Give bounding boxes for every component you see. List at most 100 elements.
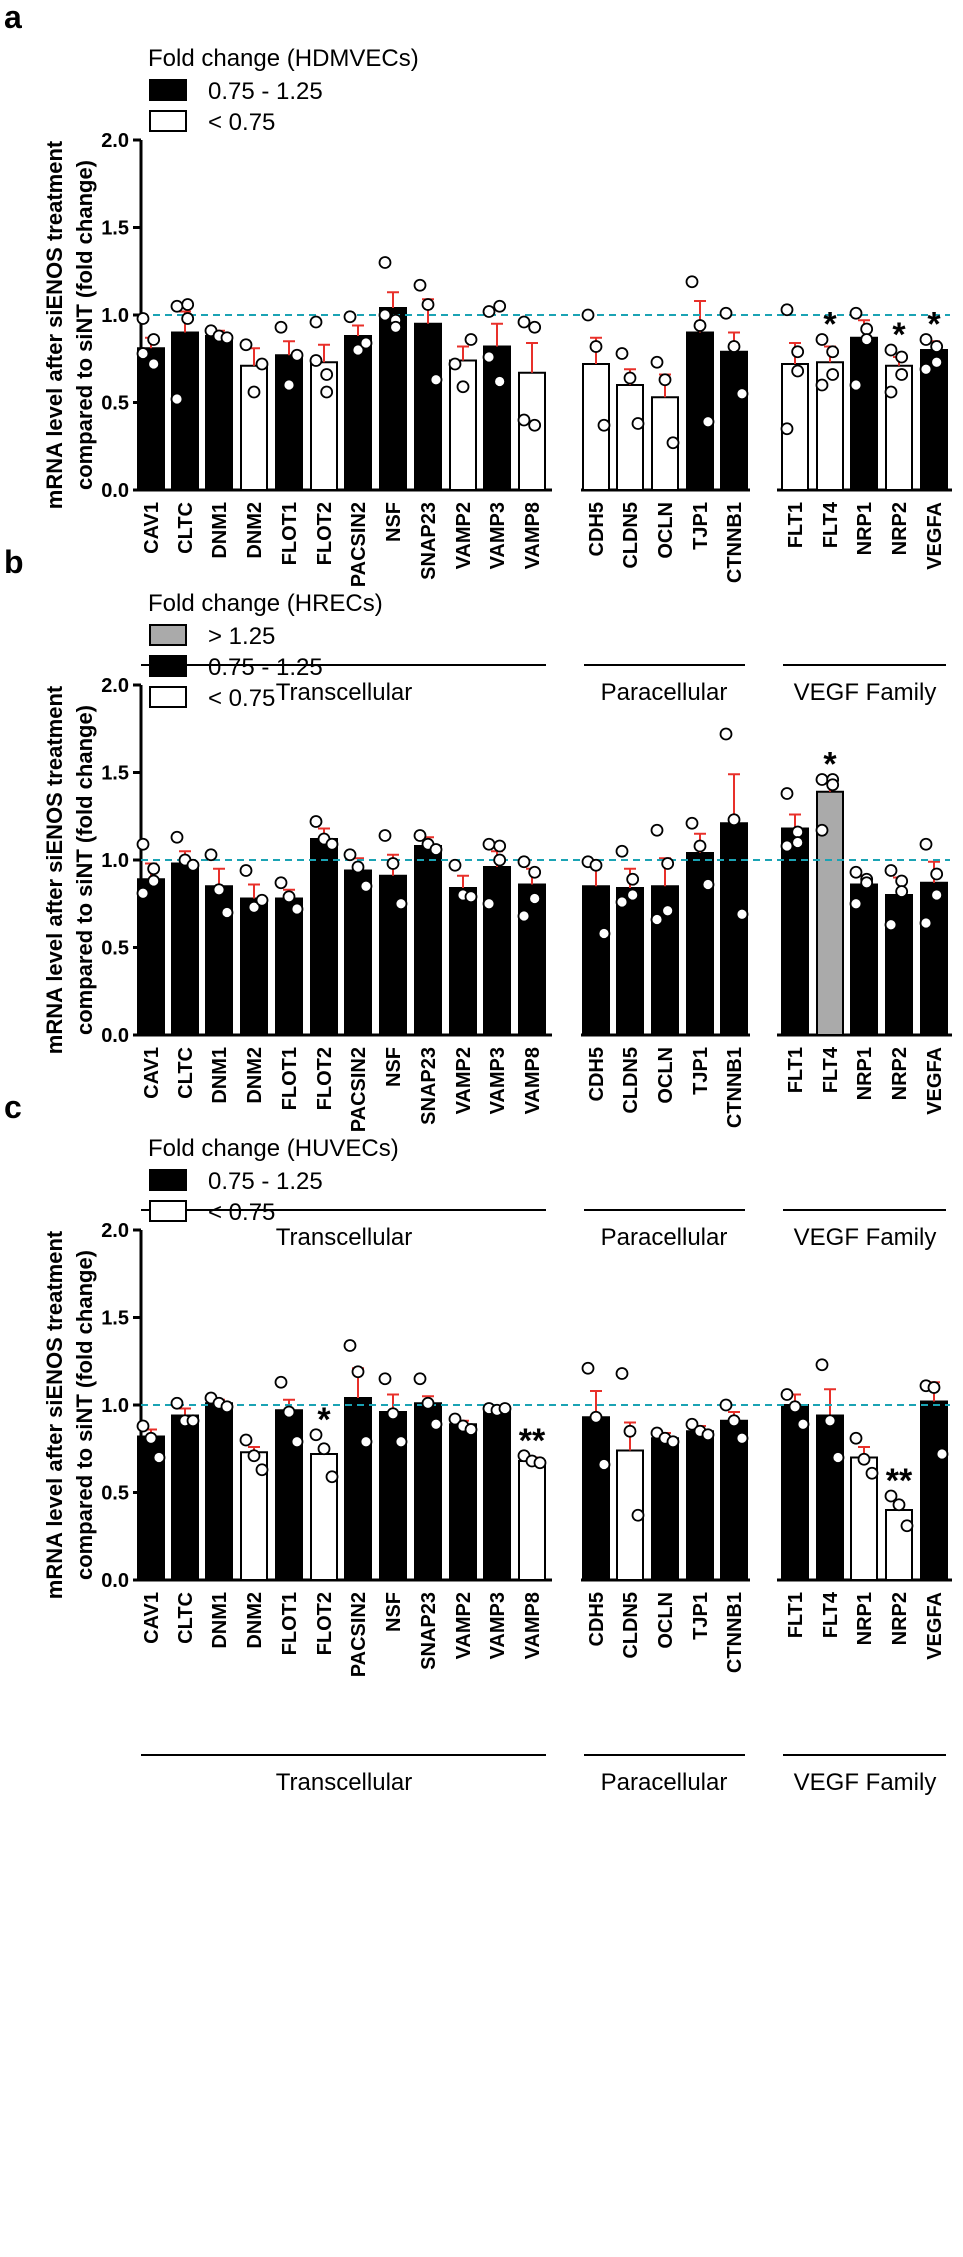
x-tick-label: SNAP23	[418, 502, 440, 580]
data-point	[170, 830, 184, 844]
y-axis-label: compared to siNT (fold change)	[72, 160, 97, 490]
x-tick-label: CDH5	[586, 1592, 608, 1646]
data-point	[884, 864, 898, 877]
bar-vamp2	[449, 1423, 477, 1581]
data-point	[857, 1452, 871, 1466]
data-point	[892, 1498, 906, 1512]
data-point	[255, 357, 269, 371]
data-point	[623, 1424, 637, 1438]
x-tick-label: DNM2	[244, 1047, 266, 1104]
data-point	[351, 860, 365, 874]
bar-ctnnb1	[720, 822, 748, 1036]
data-point	[239, 864, 253, 877]
bar-vamp8	[518, 883, 546, 1036]
x-tick-label: NRP2	[889, 1592, 911, 1645]
data-point	[581, 1361, 595, 1375]
data-point	[823, 1414, 837, 1428]
data-point	[791, 364, 805, 378]
bar-cav1	[137, 878, 165, 1036]
data-point	[144, 1431, 158, 1445]
data-point	[780, 303, 794, 317]
x-tick-label: VAMP3	[487, 1592, 509, 1659]
bar-ctnnb1	[720, 1419, 748, 1581]
group-label: VEGF Family	[794, 1769, 937, 1796]
x-tick-label: DNM1	[209, 1047, 231, 1104]
bar-cldn5	[616, 384, 644, 491]
data-point	[320, 385, 334, 399]
data-point	[325, 1470, 339, 1484]
x-tick-label: CLDN5	[620, 502, 642, 569]
x-tick-label: FLOT2	[314, 502, 336, 565]
data-point	[220, 331, 234, 345]
x-tick-label: CLTC	[175, 1047, 197, 1099]
legend-swatch	[149, 1200, 187, 1222]
data-point	[170, 392, 184, 406]
legend-swatch	[149, 624, 187, 646]
bar-snap23	[414, 845, 442, 1036]
data-point	[482, 305, 496, 318]
data-point	[378, 1372, 392, 1386]
panel-a: a Fold change (HDMVECs) 0.75 - 1.25 < 0.75 m…	[4, 0, 952, 706]
data-point	[661, 904, 675, 918]
data-point	[464, 1423, 478, 1436]
y-axis-label: mRNA level after siENOS treatment	[42, 685, 67, 1054]
data-point	[181, 298, 195, 311]
legend-label: 0.75 - 1.25	[208, 78, 323, 105]
data-point	[386, 1407, 400, 1421]
data-point	[666, 436, 680, 450]
data-point	[220, 1400, 234, 1414]
data-point	[693, 319, 707, 332]
data-point	[533, 1456, 547, 1470]
data-point	[919, 362, 933, 376]
y-tick-label: 1.5	[101, 218, 129, 240]
x-tick-label: FLT1	[785, 1047, 807, 1093]
legend-title: Fold change (HRECs)	[148, 590, 383, 617]
x-tick-label: CTNNB1	[724, 502, 746, 583]
y-tick-label: 1.5	[101, 763, 129, 785]
bar-flot2	[310, 361, 338, 491]
panel-letter: a	[4, 0, 22, 35]
data-point	[429, 1417, 443, 1431]
data-point	[282, 378, 296, 392]
data-point	[493, 299, 507, 313]
bar-flot1	[275, 897, 303, 1036]
data-point	[309, 354, 323, 367]
data-point	[860, 333, 874, 346]
bar-nrp1	[850, 336, 878, 491]
x-tick-label: NRP2	[889, 1047, 911, 1100]
data-point	[186, 1414, 200, 1428]
x-tick-label: DNM1	[209, 502, 231, 559]
data-point	[378, 829, 392, 842]
data-point	[517, 909, 531, 923]
legend-swatch	[149, 1169, 187, 1191]
data-point	[727, 1414, 741, 1428]
significance-marker: *	[892, 316, 906, 354]
x-tick-label: VAMP2	[453, 1592, 475, 1659]
legend-swatch	[149, 110, 187, 132]
data-point	[930, 340, 944, 353]
panel-letter: b	[4, 544, 24, 580]
x-tick-label: OCLN	[655, 1047, 677, 1104]
x-tick-label: VEGFA	[924, 1047, 946, 1115]
group-label: Transcellular	[276, 679, 413, 706]
x-tick-label: VEGFA	[924, 502, 946, 570]
data-point	[796, 1417, 810, 1431]
y-tick-label: 0.0	[101, 1570, 129, 1592]
bar-cltc	[171, 862, 199, 1036]
panel-letter: c	[4, 1089, 22, 1125]
x-tick-label: DNM1	[209, 1592, 231, 1649]
data-point	[815, 823, 829, 837]
bar-snap23	[414, 322, 442, 491]
data-point	[895, 874, 909, 888]
legend-swatch	[149, 79, 187, 101]
x-tick-label: VAMP8	[522, 1047, 544, 1114]
data-point	[930, 888, 944, 902]
data-point	[274, 876, 288, 890]
data-point	[788, 1400, 802, 1414]
data-point	[849, 865, 863, 879]
data-point	[528, 320, 542, 334]
data-point	[351, 1365, 365, 1379]
legend-label: 0.75 - 1.25	[208, 654, 323, 681]
data-point	[791, 345, 805, 359]
data-point	[448, 357, 462, 371]
